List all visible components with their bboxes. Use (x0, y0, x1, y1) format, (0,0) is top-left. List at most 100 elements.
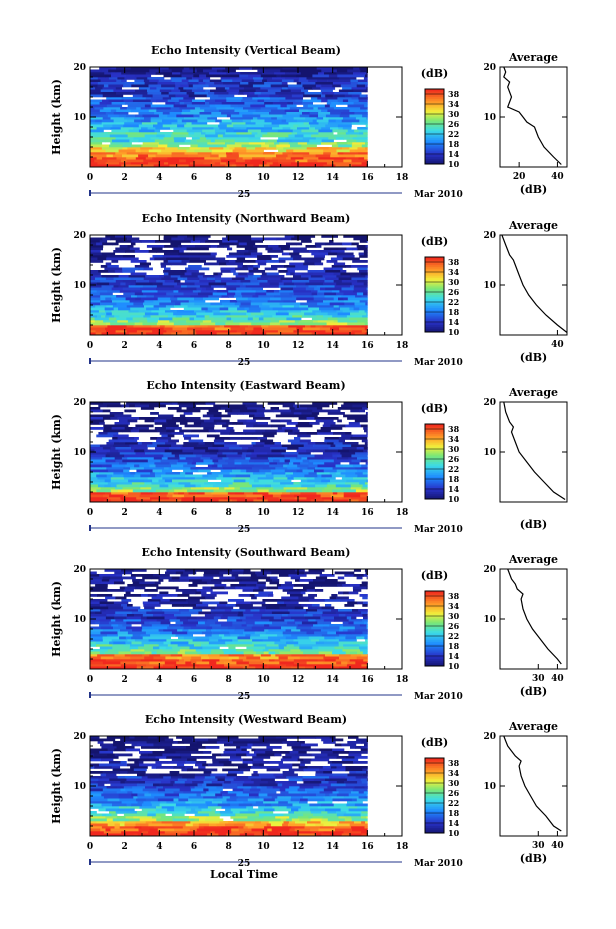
heatmap-cell (222, 237, 228, 241)
heatmap-cell (346, 280, 358, 283)
heatmap-cell (273, 459, 280, 463)
heatmap-cell (279, 459, 285, 463)
heatmap-cell (256, 497, 267, 500)
heatmap-cell (152, 94, 170, 98)
heatmap-cell (162, 282, 178, 286)
heatmap-cell (103, 427, 112, 430)
heatmap-cell (253, 327, 263, 331)
heatmap-cell (149, 464, 156, 468)
heatmap-cell (128, 275, 146, 278)
heatmap-cell (156, 806, 163, 809)
heatmap-cell (294, 494, 306, 498)
heatmap-cell (126, 402, 141, 405)
heatmap-cell (338, 247, 347, 251)
heatmap-cell (269, 112, 287, 115)
heatmap-cell (314, 447, 329, 450)
heatmap-cell (217, 454, 227, 458)
colorbar-segment (425, 425, 444, 429)
colorbar-segment (425, 474, 444, 478)
heatmap-cell (260, 315, 273, 318)
heatmap-cell (210, 245, 218, 248)
heatmap-cell (267, 280, 283, 283)
heatmap-cell (365, 89, 368, 93)
heatmap-cell (248, 661, 264, 665)
heatmap-cell (338, 629, 344, 632)
heatmap-cell (90, 77, 99, 80)
heatmap-cell (235, 604, 253, 607)
heatmap-cell (188, 492, 198, 495)
heatmap-cell (179, 422, 188, 425)
heatmap-cell (160, 801, 167, 804)
heatmap-cell (351, 330, 363, 333)
heatmap-cell (155, 808, 168, 812)
heatmap-cell (246, 127, 265, 130)
heatmap-cell (266, 482, 281, 485)
heatmap-cell (340, 164, 353, 168)
heatmap-cell (305, 117, 317, 120)
heatmap-cell (275, 414, 294, 418)
heatmap-cell (274, 295, 293, 298)
heatmap-cell (236, 776, 249, 779)
heatmap-cell (309, 803, 322, 807)
heatmap-cell (257, 117, 272, 120)
heatmap-cell (293, 661, 307, 665)
heatmap-cell (158, 79, 172, 83)
heatmap-cell (90, 147, 103, 150)
heatmap-cell (167, 260, 182, 263)
heatmap-cell (133, 796, 138, 799)
heatmap-cell (90, 144, 102, 148)
heatmap-cell (231, 609, 246, 612)
heatmap-cell (193, 499, 208, 503)
heatmap-cell (108, 317, 117, 321)
heatmap-cell (260, 766, 279, 769)
heatmap-cell (324, 72, 337, 75)
x-tick-label: 10 (257, 341, 270, 351)
heatmap-cell (230, 270, 236, 273)
heatmap-cell (291, 147, 307, 150)
heatmap-cell (189, 317, 195, 321)
heatmap-cell (105, 616, 115, 620)
heatmap-cell (302, 162, 312, 165)
heatmap-cell (336, 454, 342, 458)
heatmap-cell (346, 811, 362, 814)
heatmap-cell (346, 315, 363, 318)
heatmap-cell (179, 414, 186, 418)
heatmap-cell (280, 639, 294, 642)
heatmap-cell (267, 139, 278, 143)
heatmap-cell (315, 571, 322, 575)
heatmap-cell (192, 581, 208, 585)
heatmap-cell (143, 315, 151, 318)
heatmap-cell (334, 831, 344, 834)
heatmap-cell (306, 77, 323, 80)
heatmap-cell (227, 149, 233, 153)
heatmap-cell (270, 109, 286, 113)
heatmap-cell (292, 748, 310, 752)
heatmap-cell (101, 144, 110, 148)
heatmap-cell (140, 611, 147, 615)
heatmap-cell (140, 147, 153, 150)
heatmap-cell (158, 467, 165, 470)
heatmap-cell (181, 330, 196, 333)
heatmap-cell (137, 102, 153, 105)
heatmap-cell (268, 114, 283, 118)
heatmap-cell (221, 112, 231, 115)
heatmap-cell (111, 297, 127, 301)
heatmap-cell (360, 748, 368, 752)
heatmap-cell (210, 154, 219, 158)
heatmap-cell (319, 788, 325, 792)
heatmap-cell (243, 788, 251, 792)
heatmap-cell (121, 569, 134, 572)
heatmap-cell (218, 574, 224, 577)
heatmap-cell (323, 117, 330, 120)
heatmap-cell (312, 614, 323, 617)
heatmap-cell (134, 404, 150, 408)
heatmap-cell (236, 798, 249, 802)
heatmap-cell (155, 447, 170, 450)
colorbar-segment (425, 630, 444, 633)
heatmap-cell (156, 429, 167, 433)
heatmap-cell (273, 773, 284, 777)
heatmap-cell (108, 621, 127, 625)
heatmap-cell (319, 327, 331, 331)
heatmap-cell (318, 132, 334, 135)
heatmap-cell (350, 79, 359, 83)
